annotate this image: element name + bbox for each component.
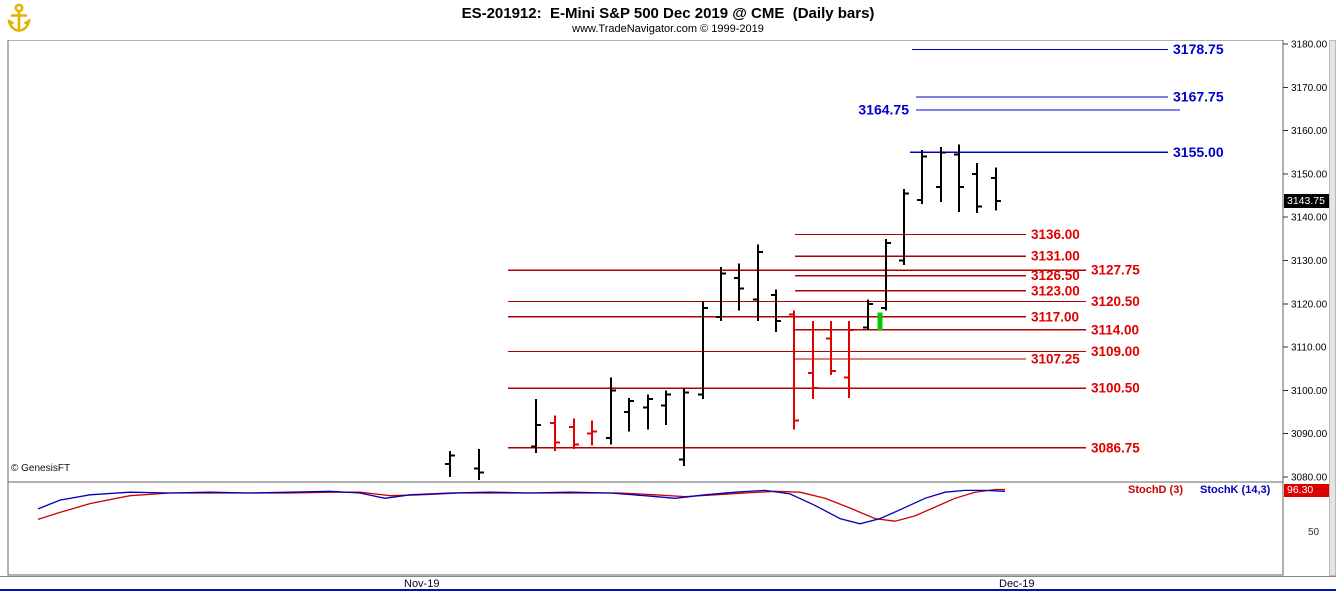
chart-frame (7, 39, 1284, 576)
price-level-label: 3120.50 (1091, 294, 1140, 309)
price-level-label: 3107.25 (1031, 352, 1080, 367)
anchor-logo-icon (7, 3, 31, 32)
price-level-label: 3126.50 (1031, 268, 1080, 283)
stoch-k-legend: StochK (14,3) (1200, 484, 1271, 496)
price-axis-label: 3090.00 (1291, 429, 1328, 440)
stoch-value-badge: 96.30 (1284, 484, 1330, 497)
price-level-label: 3117.00 (1031, 309, 1079, 324)
stoch-k-line (37, 489, 1006, 525)
price-level-label: 3114.00 (1091, 322, 1139, 337)
price-level-label: 3123.00 (1031, 283, 1080, 298)
price-axis-label: 3170.00 (1291, 83, 1328, 94)
stoch-mid-label: 50 (1308, 527, 1320, 538)
header: ES-201912: E-Mini S&P 500 Dec 2019 @ CME… (0, 0, 1336, 40)
price-axis-label: 3130.00 (1291, 256, 1328, 267)
price-axis-label: 3080.00 (1291, 473, 1328, 484)
price-level-label: 3109.00 (1091, 344, 1140, 359)
genesisft-watermark: © GenesisFT (11, 463, 71, 474)
price-axis-label: 3110.00 (1291, 343, 1327, 354)
price-axis-label: 3160.00 (1291, 126, 1328, 137)
stoch-d-legend: StochD (3) (1128, 484, 1183, 496)
price-axis-label: 3140.00 (1291, 213, 1328, 224)
price-axis-label: 3180.00 (1291, 40, 1328, 51)
chart-title: ES-201912: E-Mini S&P 500 Dec 2019 @ CME… (461, 5, 875, 22)
price-level-label: 3155.00 (1173, 144, 1224, 160)
price-axis-label: 3150.00 (1291, 169, 1328, 180)
vertical-scrollbar[interactable] (1329, 40, 1336, 576)
price-level-label: 3164.75 (858, 102, 909, 118)
time-axis-label: Dec-19 (999, 578, 1035, 590)
time-axis-label: Nov-19 (404, 578, 440, 590)
price-axis-label: 3120.00 (1291, 299, 1328, 310)
price-level-label: 3100.50 (1091, 381, 1140, 396)
price-level-label: 3167.75 (1173, 89, 1224, 105)
chart-subtitle: www.TradeNavigator.com © 1999-2019 (572, 23, 764, 35)
time-axis-bar[interactable]: Nov-19 Dec-19 (0, 576, 1336, 591)
stoch-d-line (37, 488, 1005, 522)
price-level-label: 3131.00 (1031, 249, 1080, 264)
price-level-label: 3136.00 (1031, 227, 1080, 242)
price-axis-label: 3100.00 (1291, 386, 1328, 397)
price-level-label: 3127.75 (1091, 263, 1140, 278)
last-price-badge: 3143.75 (1284, 194, 1334, 208)
price-level-label: 3178.75 (1173, 41, 1224, 57)
price-level-label: 3086.75 (1091, 440, 1140, 455)
